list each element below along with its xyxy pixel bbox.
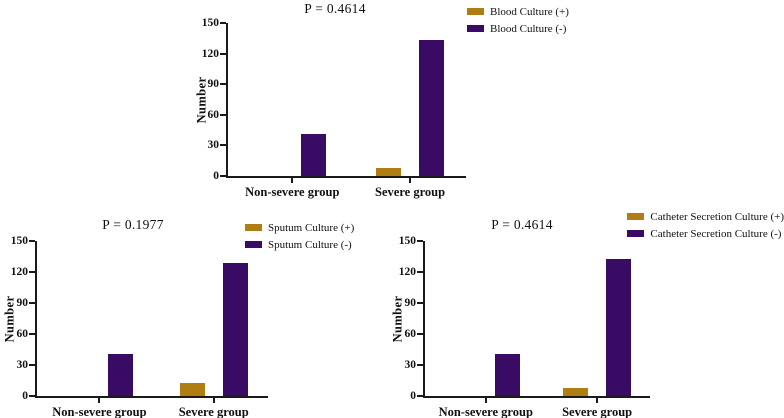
y-tick-label: 30 xyxy=(207,139,220,152)
x-tick-mark xyxy=(484,398,487,403)
bar-catheter-secretion-culture-positive-severe xyxy=(563,387,589,396)
y-tick-label: 0 xyxy=(22,390,28,402)
y-tick-mark xyxy=(417,395,423,397)
x-category-label: Severe group xyxy=(178,405,249,418)
legend-swatch-positive-icon xyxy=(245,224,262,231)
x-category-label: Non-severe group xyxy=(438,405,533,418)
y-tick-mark xyxy=(417,364,423,366)
legend-swatch-negative-icon xyxy=(467,25,484,32)
y-tick-label: 150 xyxy=(10,235,28,247)
bar-blood-culture-positive-severe xyxy=(376,167,402,176)
plot-area: 0 30 60 90 120 150 Non-severe group Severe grou… xyxy=(11,235,268,418)
x-tick-mark xyxy=(291,178,294,183)
pvalue-title: P = 0.1977 xyxy=(102,217,164,232)
plot-area: 0 30 60 90 120 150 Non-severe group Severe grou… xyxy=(399,235,650,418)
bar-sputum-culture-negative-non-severe xyxy=(108,353,134,396)
x-tick-mark xyxy=(212,398,215,403)
legend-label-positive: Catheter Secretion Culture (+) xyxy=(650,210,784,223)
bar-sputum-culture-positive-severe xyxy=(179,382,205,396)
pvalue-title: P = 0.4614 xyxy=(491,217,553,232)
legend-item-positive: Sputum Culture (+) xyxy=(245,219,354,236)
legend-label-negative: Sputum Culture (-) xyxy=(268,238,352,251)
legend-item-negative: Catheter Secretion Culture (-) xyxy=(627,225,784,242)
bar-sputum-culture-negative-severe xyxy=(222,262,248,396)
y-tick-mark xyxy=(220,144,226,147)
y-tick-mark xyxy=(29,333,35,335)
bar-catheter-secretion-culture-negative-severe xyxy=(606,258,632,396)
y-tick-mark xyxy=(29,271,35,273)
x-tick-mark xyxy=(409,178,412,183)
plot-area: 0 30 60 90 120 150 Non-severe group Severe grou… xyxy=(202,17,466,199)
y-tick-label: 60 xyxy=(404,328,417,340)
bar-catheter-secretion-culture-negative-non-severe xyxy=(494,353,520,396)
y-tick-mark xyxy=(220,52,226,55)
legend-swatch-negative-icon xyxy=(245,241,262,248)
pvalue-title: P = 0.4614 xyxy=(304,1,366,16)
bar-blood-culture-negative-severe xyxy=(419,40,445,176)
x-category-label: Severe group xyxy=(375,185,446,199)
y-tick-mark xyxy=(29,302,35,304)
y-tick-label: 120 xyxy=(10,266,28,278)
legend-swatch-negative-icon xyxy=(627,230,645,237)
legend-label-negative: Catheter Secretion Culture (-) xyxy=(650,227,782,240)
x-category-label: Non-severe group xyxy=(245,185,340,199)
y-tick-label: 60 xyxy=(16,328,29,340)
y-tick-label: 90 xyxy=(404,297,417,309)
y-tick-label: 150 xyxy=(201,17,219,29)
y-tick-label: 150 xyxy=(398,235,416,247)
legend-label-positive: Sputum Culture (+) xyxy=(268,221,355,234)
legend: Blood Culture (+) Blood Culture (-) xyxy=(467,3,569,37)
y-tick-mark xyxy=(220,175,226,177)
x-tick-mark xyxy=(596,398,599,403)
y-tick-label: 0 xyxy=(410,390,416,402)
legend: Catheter Secretion Culture (+) Catheter … xyxy=(627,208,784,242)
y-tick-label: 120 xyxy=(398,266,416,278)
x-category-label: Severe group xyxy=(562,405,633,418)
legend-item-positive: Blood Culture (+) xyxy=(467,3,569,20)
y-tick-mark xyxy=(417,240,423,242)
x-category-label: Non-severe group xyxy=(52,405,147,418)
y-tick-mark xyxy=(220,83,226,86)
y-tick-mark xyxy=(220,113,226,116)
y-tick-label: 90 xyxy=(207,78,220,91)
legend-label-positive: Blood Culture (+) xyxy=(490,5,569,18)
y-tick-label: 30 xyxy=(404,359,417,371)
y-tick-mark xyxy=(29,364,35,366)
legend-swatch-positive-icon xyxy=(627,213,645,220)
y-tick-label: 0 xyxy=(213,170,219,182)
bar-blood-culture-negative-non-severe xyxy=(301,134,327,176)
y-tick-mark xyxy=(29,240,35,242)
y-tick-mark xyxy=(220,22,226,24)
y-tick-mark xyxy=(417,333,423,335)
legend-label-negative: Blood Culture (-) xyxy=(490,22,567,35)
y-tick-label: 90 xyxy=(16,297,29,309)
y-tick-mark xyxy=(29,395,35,397)
legend-item-negative: Blood Culture (-) xyxy=(467,20,569,37)
y-tick-label: 30 xyxy=(16,359,29,371)
y-tick-mark xyxy=(417,302,423,304)
legend-item-negative: Sputum Culture (-) xyxy=(245,236,354,253)
y-tick-mark xyxy=(417,271,423,273)
legend-item-positive: Catheter Secretion Culture (+) xyxy=(627,208,784,225)
y-tick-label: 60 xyxy=(207,108,220,121)
legend-swatch-positive-icon xyxy=(467,8,484,15)
legend: Sputum Culture (+) Sputum Culture (-) xyxy=(245,219,354,253)
x-tick-mark xyxy=(98,398,101,403)
y-tick-label: 120 xyxy=(201,47,219,60)
